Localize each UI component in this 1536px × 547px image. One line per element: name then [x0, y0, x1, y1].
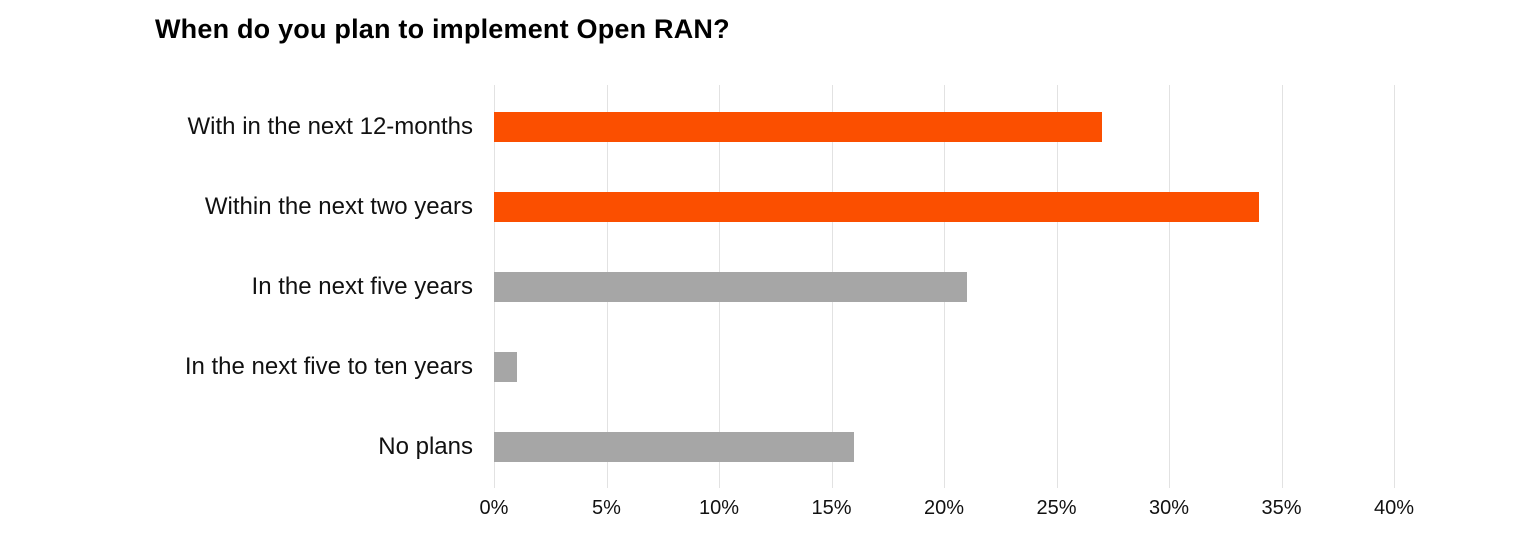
- category-label: In the next five to ten years: [184, 353, 473, 380]
- x-tick-label: 30%: [1148, 497, 1190, 519]
- x-tick-label: 25%: [1036, 497, 1077, 519]
- x-tick-label: 5%: [592, 497, 621, 519]
- bar: [494, 192, 1259, 222]
- bar: [494, 432, 854, 462]
- plot-area: [494, 85, 1426, 488]
- gridline: [1057, 85, 1058, 488]
- chart-title: When do you plan to implement Open RAN?: [155, 14, 730, 44]
- x-tick-label: 35%: [1261, 497, 1302, 519]
- gridline: [1394, 85, 1395, 488]
- gridline: [1169, 85, 1170, 488]
- bar: [494, 352, 517, 382]
- x-tick-label: 15%: [811, 497, 852, 519]
- x-tick-label: 0%: [479, 497, 509, 519]
- category-label: No plans: [378, 433, 473, 460]
- category-label: In the next five years: [251, 273, 473, 300]
- gridline: [1282, 85, 1283, 488]
- x-tick-label: 20%: [923, 497, 965, 519]
- x-tick-label: 10%: [698, 497, 740, 519]
- x-tick-label: 40%: [1373, 497, 1415, 519]
- category-label: With in the next 12-months: [187, 113, 473, 140]
- category-label: Within the next two years: [204, 193, 473, 220]
- bar: [494, 272, 967, 302]
- bar: [494, 112, 1102, 142]
